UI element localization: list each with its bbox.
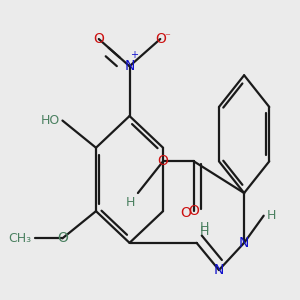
Text: O: O <box>180 206 191 220</box>
Text: N: N <box>214 263 224 277</box>
Text: H: H <box>200 225 209 238</box>
Text: O: O <box>155 32 166 46</box>
Text: +: + <box>130 50 138 60</box>
Text: H: H <box>200 221 209 234</box>
Text: O: O <box>93 32 104 46</box>
Text: N: N <box>239 236 249 250</box>
Text: H: H <box>126 196 135 208</box>
Text: N: N <box>124 59 135 73</box>
Text: O: O <box>188 204 199 218</box>
Text: O: O <box>57 231 68 245</box>
Text: ⁻: ⁻ <box>164 32 170 42</box>
Text: HO: HO <box>40 114 60 127</box>
Text: H: H <box>266 209 276 222</box>
Text: O: O <box>158 154 169 168</box>
Text: CH₃: CH₃ <box>9 232 32 245</box>
